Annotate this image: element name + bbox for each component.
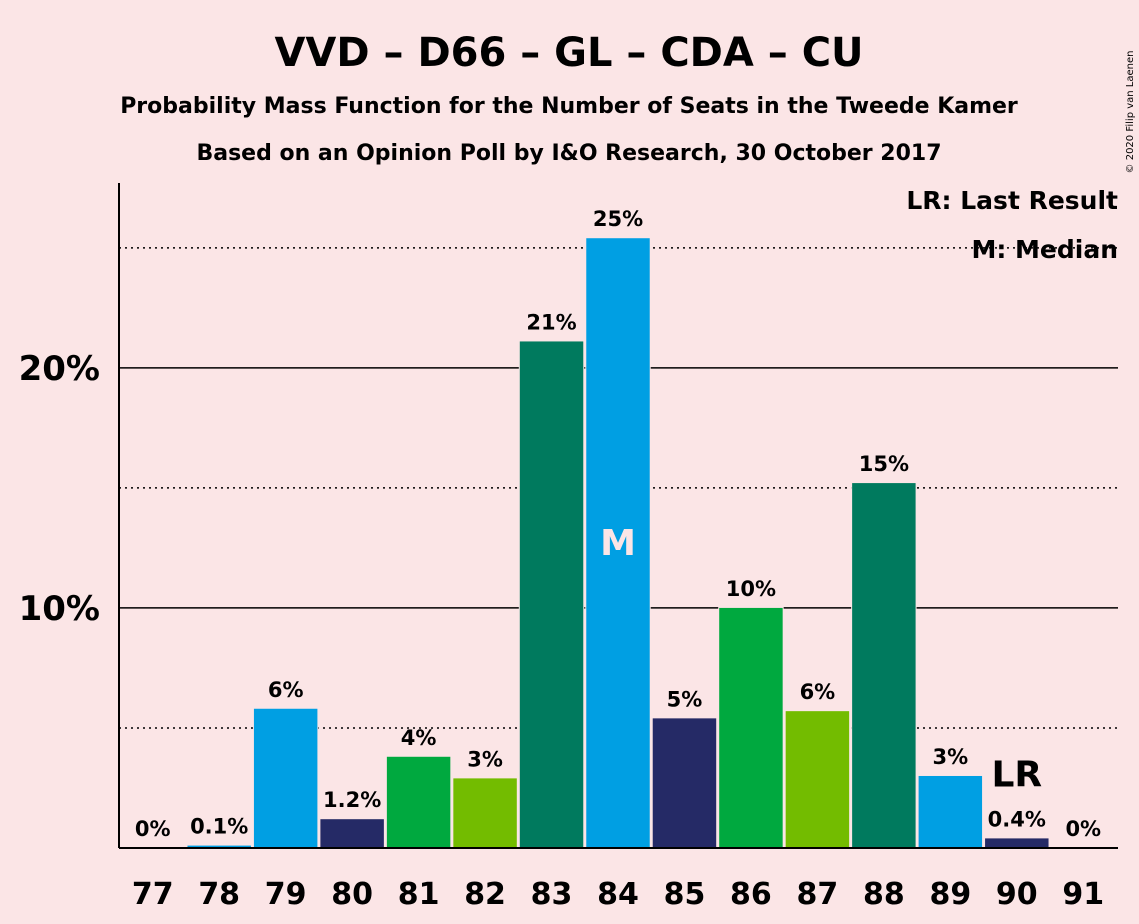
bar bbox=[453, 778, 517, 848]
median-marker: M bbox=[600, 523, 636, 564]
chart-subtitle-source: Based on an Opinion Poll by I&O Research… bbox=[196, 141, 941, 166]
y-tick-label: 20% bbox=[19, 349, 100, 389]
x-tick-label: 86 bbox=[730, 877, 772, 912]
data-label: 3% bbox=[933, 745, 969, 769]
bar bbox=[985, 838, 1049, 848]
data-label: 0.1% bbox=[190, 815, 248, 839]
data-label: 6% bbox=[268, 678, 304, 702]
data-label: 21% bbox=[526, 310, 576, 334]
data-label: 6% bbox=[800, 680, 836, 704]
data-label: 0% bbox=[135, 817, 171, 841]
bar bbox=[253, 708, 318, 848]
x-tick-label: 84 bbox=[597, 877, 639, 912]
data-label: 0% bbox=[1065, 817, 1101, 841]
x-tick-label: 77 bbox=[132, 877, 174, 912]
data-label: 3% bbox=[467, 747, 503, 771]
bar bbox=[519, 341, 584, 848]
data-label: 5% bbox=[667, 687, 703, 711]
label-layer: 10% 20% 0% 77 0.1% 78 6% 79 1.2% 80 4% 81 3% 82 21% 83 2… bbox=[19, 207, 1105, 912]
chart-subtitle: Probability Mass Function for the Number… bbox=[120, 94, 1018, 119]
data-label: 10% bbox=[726, 577, 776, 601]
data-label: 4% bbox=[401, 726, 437, 750]
bar bbox=[785, 711, 850, 848]
x-tick-label: 82 bbox=[464, 877, 506, 912]
x-tick-label: 90 bbox=[996, 877, 1038, 912]
legend-median: M: Median bbox=[971, 235, 1118, 264]
bar bbox=[918, 775, 983, 848]
x-tick-label: 88 bbox=[863, 877, 905, 912]
x-tick-label: 91 bbox=[1062, 877, 1104, 912]
x-tick-label: 79 bbox=[265, 877, 307, 912]
last-result-marker: LR bbox=[991, 754, 1042, 795]
bar bbox=[320, 819, 384, 848]
bar bbox=[187, 845, 251, 848]
bar bbox=[852, 483, 916, 848]
x-tick-label: 83 bbox=[531, 877, 573, 912]
data-label: 25% bbox=[593, 207, 643, 231]
chart-title: VVD – D66 – GL – CDA – CU bbox=[274, 30, 863, 76]
data-label: 1.2% bbox=[323, 788, 381, 812]
data-label: 15% bbox=[859, 452, 909, 476]
bar-layer bbox=[186, 236, 1050, 848]
x-tick-label: 87 bbox=[797, 877, 839, 912]
x-tick-label: 81 bbox=[398, 877, 440, 912]
bar bbox=[386, 756, 451, 848]
data-label: 0.4% bbox=[988, 807, 1046, 831]
bar bbox=[719, 607, 783, 848]
copyright-notice: © 2020 Filip van Laenen bbox=[1125, 51, 1136, 174]
x-tick-label: 78 bbox=[198, 877, 240, 912]
legend-last-result: LR: Last Result bbox=[906, 186, 1118, 215]
bar bbox=[586, 238, 650, 848]
y-tick-label: 10% bbox=[19, 589, 100, 629]
x-tick-label: 85 bbox=[664, 877, 706, 912]
x-tick-label: 80 bbox=[331, 877, 373, 912]
x-tick-label: 89 bbox=[929, 877, 971, 912]
bar bbox=[652, 718, 717, 848]
